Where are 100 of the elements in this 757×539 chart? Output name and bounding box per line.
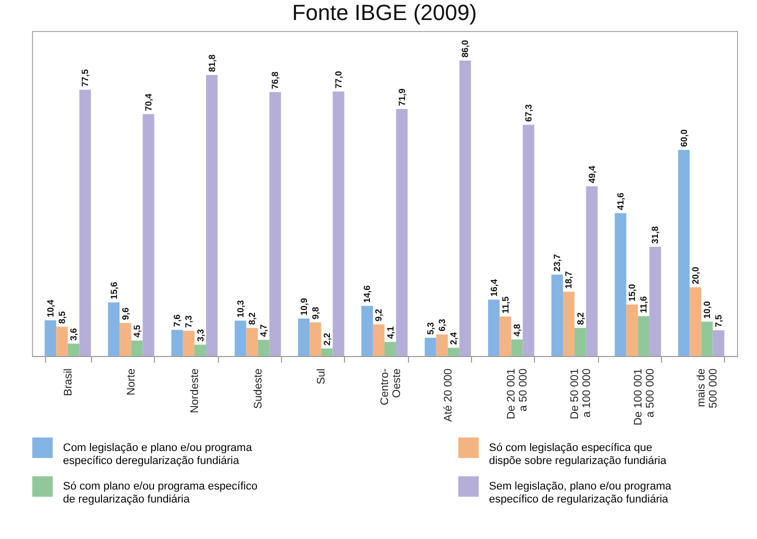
data-label: 70,4 — [143, 94, 154, 112]
data-label: 2,2 — [322, 332, 332, 346]
bar — [79, 90, 91, 356]
bar — [448, 348, 460, 356]
bar — [384, 342, 396, 356]
bar — [712, 330, 724, 356]
bar — [246, 328, 258, 356]
data-label: 60,0 — [678, 129, 689, 147]
bar — [649, 246, 661, 356]
bar — [269, 92, 281, 356]
bar — [574, 328, 586, 356]
bar — [44, 320, 56, 356]
data-label: 76,8 — [270, 72, 280, 90]
bar — [310, 322, 322, 356]
data-label: 6,3 — [437, 318, 448, 332]
data-label: 9,6 — [120, 308, 130, 320]
bar — [56, 326, 68, 356]
data-label: 8,5 — [57, 311, 68, 324]
x-tick-label: De 20 001 a 50 000 — [506, 368, 530, 420]
bar — [396, 108, 408, 356]
data-label: 15,0 — [627, 284, 638, 302]
bar — [194, 344, 206, 356]
bar — [511, 340, 523, 356]
data-label: 3,6 — [68, 328, 79, 341]
x-tick-label: Sul — [316, 368, 328, 384]
bar — [678, 150, 690, 356]
data-label: 7,5 — [714, 314, 724, 328]
data-label: 11,6 — [638, 296, 649, 314]
bar — [690, 287, 702, 356]
data-label: 49,4 — [586, 166, 597, 184]
x-tick-label: De 50 001 a 100 000 — [569, 368, 594, 420]
bar — [701, 322, 713, 356]
bar — [626, 304, 638, 356]
data-label: 4,7 — [258, 324, 269, 337]
bar — [459, 60, 471, 356]
data-label: 71,9 — [396, 88, 407, 106]
bar — [522, 124, 534, 356]
bar — [298, 318, 310, 356]
x-tick-label: De 100 001 a 500 000 — [632, 368, 656, 426]
data-label: 8,2 — [575, 312, 586, 325]
x-tick-label: Até 20 000 — [442, 368, 454, 422]
data-label: 10,0 — [702, 301, 712, 319]
data-label: 10,9 — [298, 298, 309, 316]
data-label: 9,2 — [374, 308, 384, 322]
bar — [361, 306, 373, 356]
data-label: 31,8 — [650, 226, 660, 244]
bar — [562, 292, 575, 356]
data-label: 15,6 — [108, 282, 119, 300]
data-label: 23,7 — [552, 254, 562, 272]
bar — [424, 338, 436, 356]
bar — [551, 274, 563, 356]
legend-label: Com legislação e plano e/ou programa específico deregularização fundiária — [63, 442, 253, 467]
data-label: 4,8 — [512, 324, 522, 337]
bar — [500, 316, 512, 356]
data-label: 10,4 — [45, 300, 56, 318]
x-tick-label: Sudeste — [252, 368, 264, 409]
data-label: 77,5 — [80, 69, 90, 87]
data-label: 11,5 — [500, 296, 510, 314]
bar — [171, 330, 183, 356]
legend-label: Só com plano e/ou programa específico de regularização fundiária — [63, 480, 258, 506]
bar — [332, 91, 344, 356]
bar — [638, 316, 650, 356]
legend-label: Só com legislação específica que dispõe sobre regularização fundiária — [489, 442, 668, 467]
data-label: 2,4 — [448, 332, 459, 345]
bar — [258, 340, 270, 356]
data-label: 7,3 — [184, 315, 194, 328]
data-label: 5,3 — [426, 322, 436, 335]
bar — [234, 320, 246, 356]
x-tick-label: Nordeste — [188, 368, 201, 414]
chart-title: Fonte IBGE (2009) — [292, 0, 477, 25]
data-label: 18,7 — [564, 271, 574, 289]
data-label: 10,3 — [235, 300, 246, 318]
data-label: 16,4 — [488, 279, 499, 297]
bar — [108, 302, 120, 356]
x-tick-label: Centro-Oeste — [379, 368, 403, 406]
data-label: 81,8 — [206, 54, 217, 72]
data-label: 8,2 — [247, 312, 258, 325]
data-label: 14,6 — [362, 285, 372, 303]
bar — [614, 213, 626, 356]
bar — [131, 340, 143, 356]
bar — [142, 114, 154, 356]
bar — [586, 186, 598, 356]
data-label: 4,1 — [385, 326, 396, 339]
data-label: 7,6 — [172, 314, 182, 327]
x-tick-label: Norte — [126, 368, 138, 396]
bar — [436, 334, 448, 356]
data-label: 77,0 — [334, 70, 344, 88]
legend-label: Sem legislação, plano e/ou programa específico de regularização fundiária — [489, 480, 672, 506]
data-label: 9,8 — [310, 306, 320, 320]
data-label: 67,3 — [524, 104, 534, 122]
x-tick-label: mais de 500 000 — [696, 368, 720, 408]
data-label: 20,0 — [690, 266, 700, 284]
bar — [321, 348, 333, 356]
bar — [372, 324, 384, 356]
data-label: 86,0 — [460, 40, 470, 58]
bar — [206, 74, 218, 356]
bar — [488, 300, 500, 356]
bar — [182, 330, 194, 356]
bar — [120, 323, 132, 356]
data-label: 4,5 — [132, 325, 142, 338]
